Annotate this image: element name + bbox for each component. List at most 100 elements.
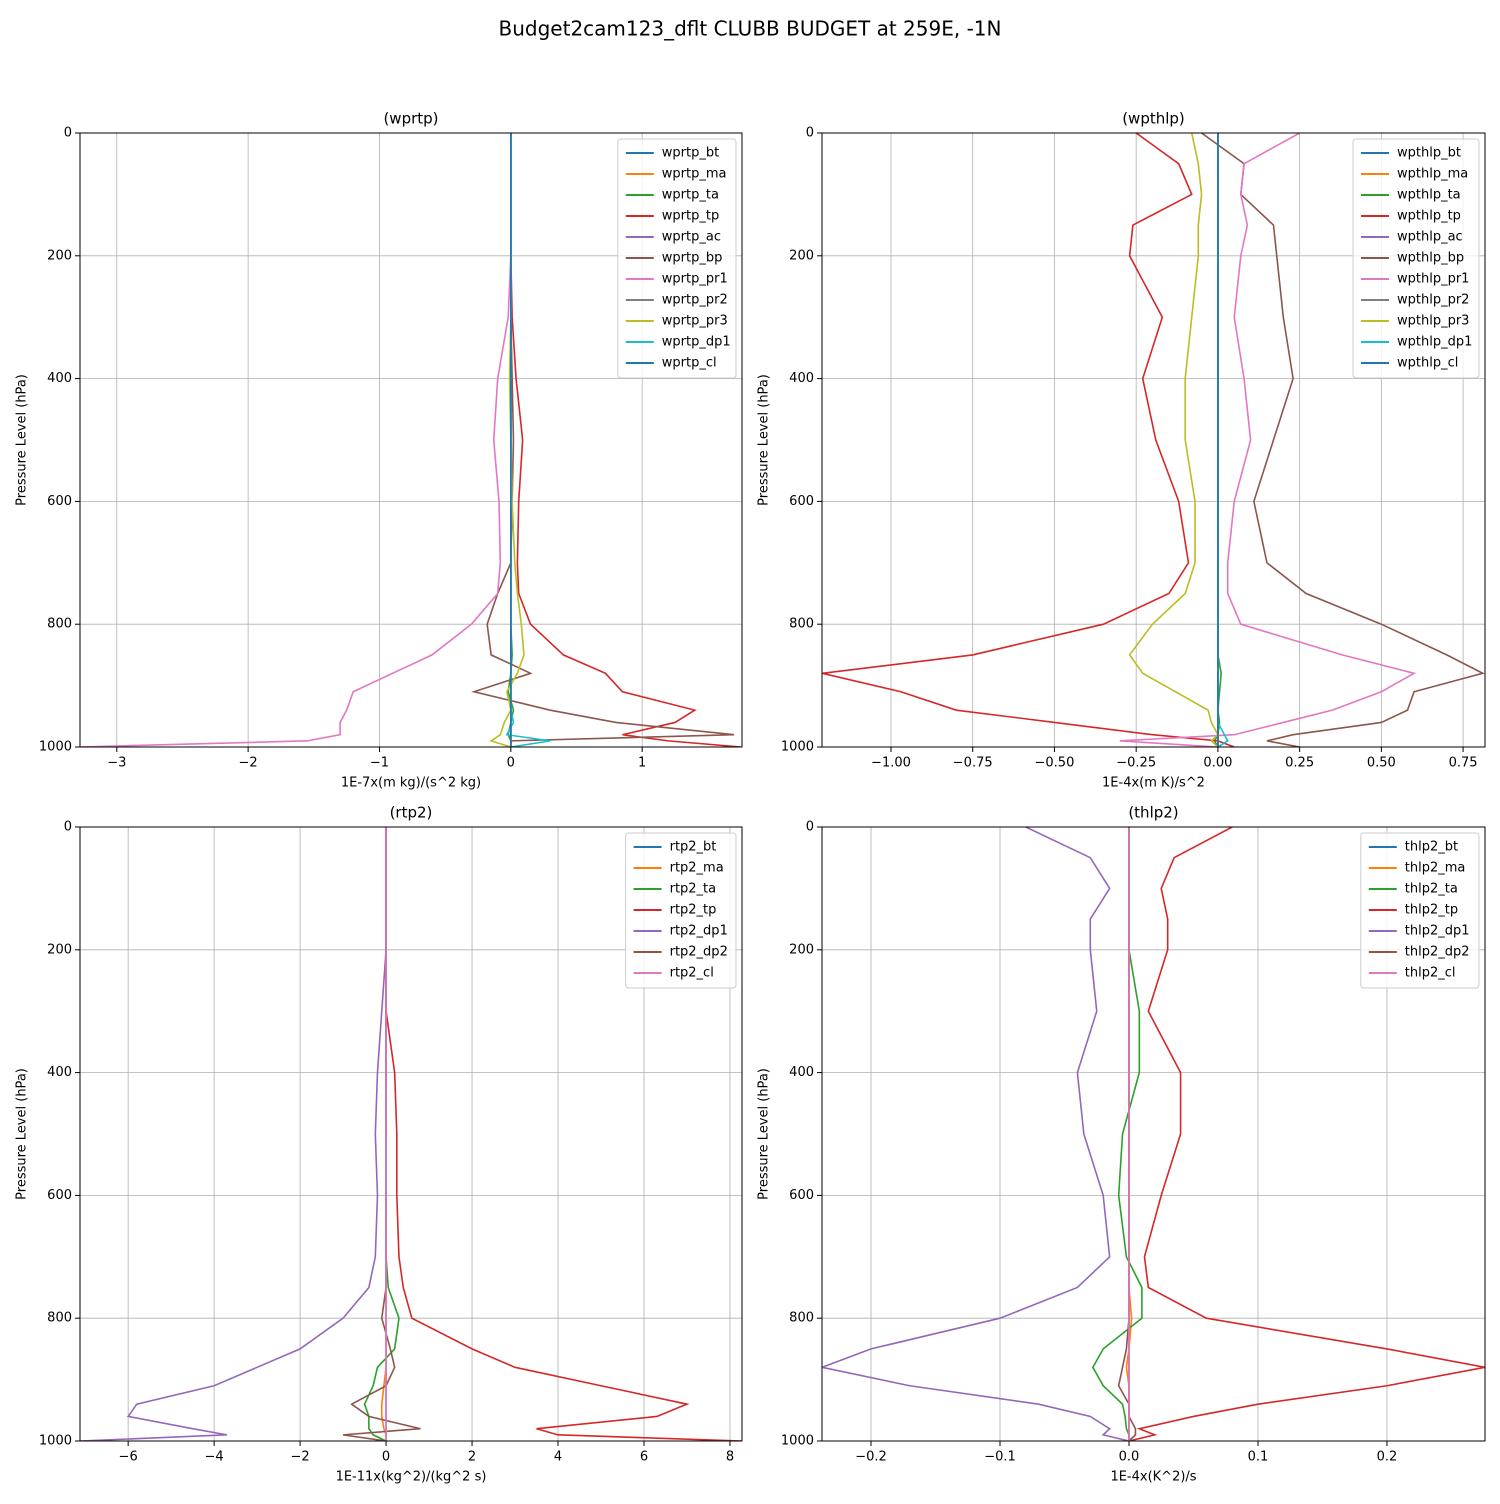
legend-label: wpthlp_cl — [1397, 356, 1458, 371]
y-axis-label: Pressure Level (hPa) — [757, 1068, 772, 1200]
axes-frame — [79, 132, 743, 748]
legend-label: wprtp_ma — [662, 167, 727, 182]
x-tick-label: 0 — [507, 756, 515, 771]
axes-frame — [821, 826, 1486, 1442]
x-tick-label: −4 — [205, 1450, 224, 1465]
series-line — [822, 827, 1130, 1441]
x-axis-label: 1E-11x(kg^2)/(kg^2 s) — [336, 1470, 487, 1485]
legend-label: wpthlp_pr2 — [1397, 293, 1469, 308]
legend-label: wprtp_ta — [662, 188, 719, 203]
legend-label: thlp2_bt — [1405, 840, 1458, 855]
legend-box — [1352, 138, 1480, 379]
figure-title: Budget2cam123_dflt CLUBB BUDGET at 259E,… — [499, 17, 1002, 41]
x-tick-label: −1.00 — [871, 756, 911, 771]
subplot: (wpthlp) 1E-4x(m K)/s^2 Pressure Level (hP… — [757, 110, 1486, 791]
y-tick-label: 400 — [789, 1065, 814, 1080]
x-tick-label: −0.1 — [984, 1450, 1016, 1465]
y-tick-label: 800 — [789, 1311, 814, 1326]
y-tick-label: 1000 — [39, 1434, 72, 1449]
legend-label: thlp2_tp — [1405, 903, 1458, 918]
x-tick-label: −3 — [107, 756, 126, 771]
legend-box — [617, 138, 737, 379]
subplot-title: (thlp2) — [1128, 804, 1178, 822]
legend-label: wpthlp_ma — [1397, 167, 1468, 182]
series-line — [1128, 827, 1485, 1441]
legend-label: wprtp_pr2 — [662, 293, 728, 308]
legend-label: wprtp_tp — [662, 209, 719, 224]
subplot: (rtp2) 1E-11x(kg^2)/(kg^2 s) Pressure Leve… — [15, 804, 743, 1485]
subplot-title: (rtp2) — [390, 804, 433, 822]
legend-label: rtp2_ta — [670, 882, 717, 897]
x-tick-label: 1 — [638, 756, 646, 771]
legend-box — [1360, 832, 1480, 989]
y-tick-label: 600 — [789, 1188, 814, 1203]
x-tick-label: 4 — [554, 1450, 562, 1465]
x-tick-label: 0.00 — [1203, 756, 1232, 771]
x-axis-label: 1E-7x(m kg)/(s^2 kg) — [341, 776, 481, 791]
axes-frame — [821, 132, 1486, 748]
y-tick-label: 800 — [789, 617, 814, 632]
legend-label: wpthlp_bt — [1397, 146, 1461, 161]
legend-label: wprtp_bt — [662, 146, 719, 161]
x-tick-label: −0.75 — [953, 756, 993, 771]
legend-label: wprtp_cl — [662, 356, 717, 371]
legend-label: wprtp_pr3 — [662, 314, 728, 329]
y-axis-label: Pressure Level (hPa) — [15, 374, 30, 506]
y-tick-label: 1000 — [781, 1434, 814, 1449]
y-tick-label: 400 — [47, 371, 72, 386]
x-tick-label: −2 — [239, 756, 258, 771]
y-tick-label: 600 — [47, 494, 72, 509]
legend-label: rtp2_dp1 — [670, 924, 728, 939]
x-tick-label: −1 — [370, 756, 389, 771]
x-tick-label: 2 — [468, 1450, 476, 1465]
subplot: (wprtp) 1E-7x(m kg)/(s^2 kg) Pressure Leve… — [15, 110, 743, 791]
x-tick-label: −0.50 — [1035, 756, 1075, 771]
legend-label: rtp2_ma — [670, 861, 724, 876]
y-tick-label: 800 — [47, 1311, 72, 1326]
legend-label: rtp2_cl — [670, 966, 714, 981]
legend-label: rtp2_dp2 — [670, 945, 728, 960]
y-tick-label: 0 — [806, 126, 814, 141]
y-tick-label: 200 — [47, 248, 72, 263]
x-axis-label: 1E-4x(K^2)/s — [1110, 1470, 1196, 1485]
legend-label: rtp2_bt — [670, 840, 717, 855]
y-tick-label: 200 — [47, 942, 72, 957]
legend-label: thlp2_ta — [1405, 882, 1458, 897]
y-tick-label: 1000 — [781, 740, 814, 755]
legend-label: thlp2_dp1 — [1405, 924, 1470, 939]
x-tick-label: 0.1 — [1248, 1450, 1269, 1465]
y-tick-label: 200 — [789, 248, 814, 263]
series-line — [1201, 133, 1485, 747]
x-tick-label: 8 — [726, 1450, 734, 1465]
y-tick-label: 600 — [47, 1188, 72, 1203]
legend-label: wpthlp_pr1 — [1397, 272, 1469, 287]
legend-label: wprtp_ac — [662, 230, 721, 245]
x-tick-label: −0.25 — [1116, 756, 1156, 771]
axes-frame — [79, 826, 743, 1442]
x-tick-label: 0.2 — [1377, 1450, 1398, 1465]
x-axis-label: 1E-4x(m K)/s^2 — [1102, 776, 1205, 791]
legend-label: wpthlp_pr3 — [1397, 314, 1469, 329]
legend-label: wprtp_bp — [662, 251, 723, 266]
legend-label: wprtp_dp1 — [662, 335, 731, 350]
legend-label: rtp2_tp — [670, 903, 717, 918]
x-tick-label: 0.25 — [1285, 756, 1314, 771]
x-tick-label: 0.0 — [1119, 1450, 1140, 1465]
y-axis-label: Pressure Level (hPa) — [15, 1068, 30, 1200]
x-tick-label: 0.50 — [1367, 756, 1396, 771]
y-tick-label: 200 — [789, 942, 814, 957]
legend-label: wpthlp_dp1 — [1397, 335, 1472, 350]
x-tick-label: 0.75 — [1449, 756, 1478, 771]
x-tick-label: 0 — [382, 1450, 390, 1465]
x-tick-label: −0.2 — [855, 1450, 887, 1465]
y-tick-label: 0 — [806, 820, 814, 835]
y-tick-label: 1000 — [39, 740, 72, 755]
legend-box — [625, 832, 737, 989]
legend-label: wpthlp_ac — [1397, 230, 1463, 245]
legend-label: thlp2_ma — [1405, 861, 1466, 876]
subplot: (thlp2) 1E-4x(K^2)/s Pressure Level (hPa) −… — [757, 804, 1486, 1485]
y-axis-label: Pressure Level (hPa) — [757, 374, 772, 506]
subplot-title: (wprtp) — [383, 110, 438, 128]
